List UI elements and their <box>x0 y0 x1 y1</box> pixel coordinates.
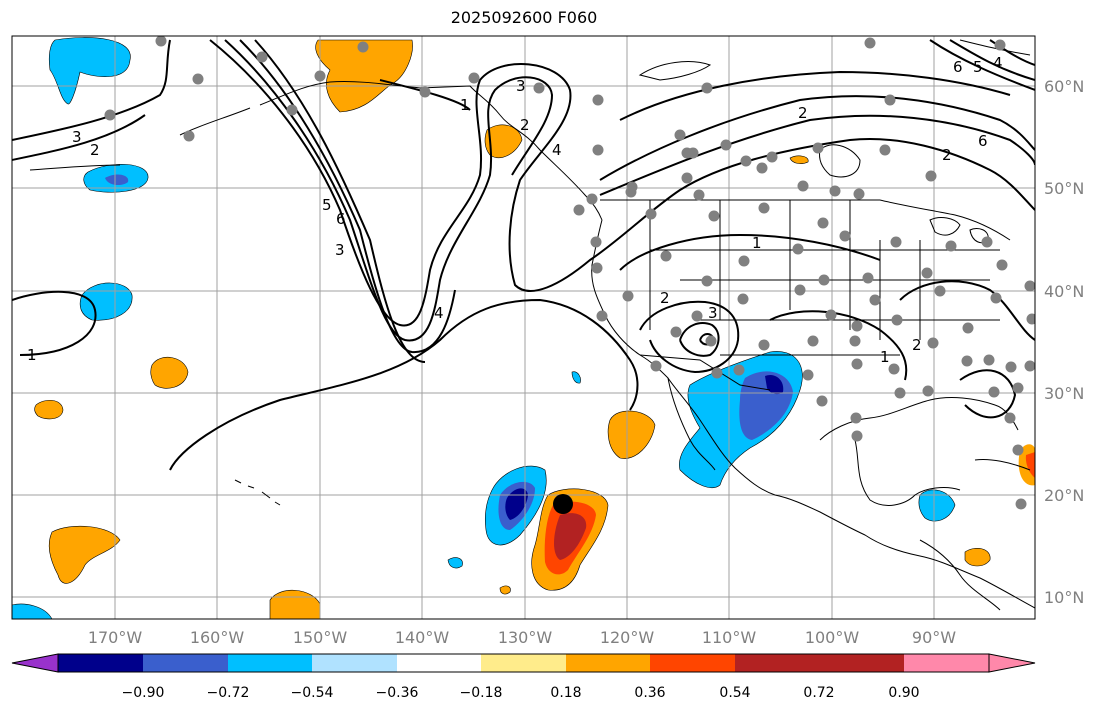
colorbar-segment <box>904 654 989 672</box>
contour-label: 2 <box>798 104 808 122</box>
colorbar-labels: −0.90 −0.72 −0.54 −0.36 −0.18 0.18 0.36 … <box>122 685 920 701</box>
contour-label: 4 <box>993 54 1003 72</box>
contour-label: 2 <box>942 146 952 164</box>
lat-label: 30°N <box>1044 384 1084 403</box>
contour-label: 3 <box>516 77 526 95</box>
lon-label: 130°W <box>498 628 553 647</box>
lat-label: 20°N <box>1044 486 1084 505</box>
contour-label: 6 <box>978 132 988 150</box>
lat-label: 50°N <box>1044 179 1084 198</box>
colorbar-tick-label: −0.90 <box>122 685 165 701</box>
latitude-labels: 60°N 50°N 40°N 30°N 20°N 10°N <box>1044 77 1084 607</box>
contour-label: 4 <box>434 304 444 322</box>
contour-label: 3 <box>335 241 345 259</box>
contour-label: 2 <box>660 289 670 307</box>
colorbar-extend-low <box>11 653 59 673</box>
map-title: 2025092600 F060 <box>450 8 598 27</box>
lat-label: 60°N <box>1044 77 1084 96</box>
colorbar-tick-label: 0.72 <box>803 685 834 701</box>
lon-label: 160°W <box>190 628 245 647</box>
contour-label: 5 <box>322 196 332 214</box>
contour-label: 2 <box>90 141 100 159</box>
colorbar-segment <box>566 654 650 672</box>
lat-label: 10°N <box>1044 588 1084 607</box>
contour-label: 2 <box>912 336 922 354</box>
colorbar-tick-label: 0.54 <box>719 685 750 701</box>
contour-label: 2 <box>520 116 530 134</box>
colorbar-segment <box>312 654 397 672</box>
lon-label: 90°W <box>912 628 956 647</box>
storm-center-marker <box>553 494 573 514</box>
contour-labels: 1 2 3 4 5 6 1 2 3 4 1 2 3 2 3 1 2 6 5 4 … <box>27 54 1003 366</box>
colorbar-segment <box>819 654 904 672</box>
contour-label: 6 <box>336 210 346 228</box>
contour-label: 1 <box>27 346 37 364</box>
colorbar <box>11 653 1036 673</box>
lon-label: 150°W <box>293 628 348 647</box>
colorbar-tick-label: −0.36 <box>376 685 419 701</box>
contour-label: 1 <box>752 234 762 252</box>
colorbar-segment <box>397 654 481 672</box>
plot-frame <box>11 35 1036 620</box>
contour-label: 5 <box>973 58 983 76</box>
colorbar-segment <box>735 654 819 672</box>
contour-label: 1 <box>880 348 890 366</box>
contour-label: 6 <box>953 58 963 76</box>
station-dots <box>104 36 1035 510</box>
contours <box>12 39 1035 471</box>
lon-label: 100°W <box>805 628 860 647</box>
lat-label: 40°N <box>1044 282 1084 301</box>
contour-label: 3 <box>708 304 718 322</box>
lon-label: 120°W <box>600 628 655 647</box>
colorbar-tick-label: −0.18 <box>460 685 503 701</box>
colorbar-tick-label: 0.90 <box>888 685 919 701</box>
lon-label: 170°W <box>88 628 143 647</box>
colorbar-tick-label: −0.54 <box>291 685 334 701</box>
lon-label: 140°W <box>395 628 450 647</box>
contour-label: 3 <box>72 128 82 146</box>
colorbar-tick-label: 0.18 <box>550 685 581 701</box>
colorbar-segment <box>58 654 143 672</box>
lon-label: 110°W <box>702 628 757 647</box>
colorbar-segment <box>650 654 735 672</box>
colorbar-tick-label: −0.72 <box>207 685 250 701</box>
colorbar-extend-high <box>988 653 1036 673</box>
contour-label: 4 <box>552 141 562 159</box>
contour-label: 1 <box>460 96 470 114</box>
colorbar-tick-label: 0.36 <box>634 685 665 701</box>
colorbar-segment <box>481 654 566 672</box>
colorbar-segment <box>143 654 228 672</box>
longitude-labels: 170°W 160°W 150°W 140°W 130°W 120°W 110°… <box>88 628 956 647</box>
colorbar-segment <box>228 654 312 672</box>
